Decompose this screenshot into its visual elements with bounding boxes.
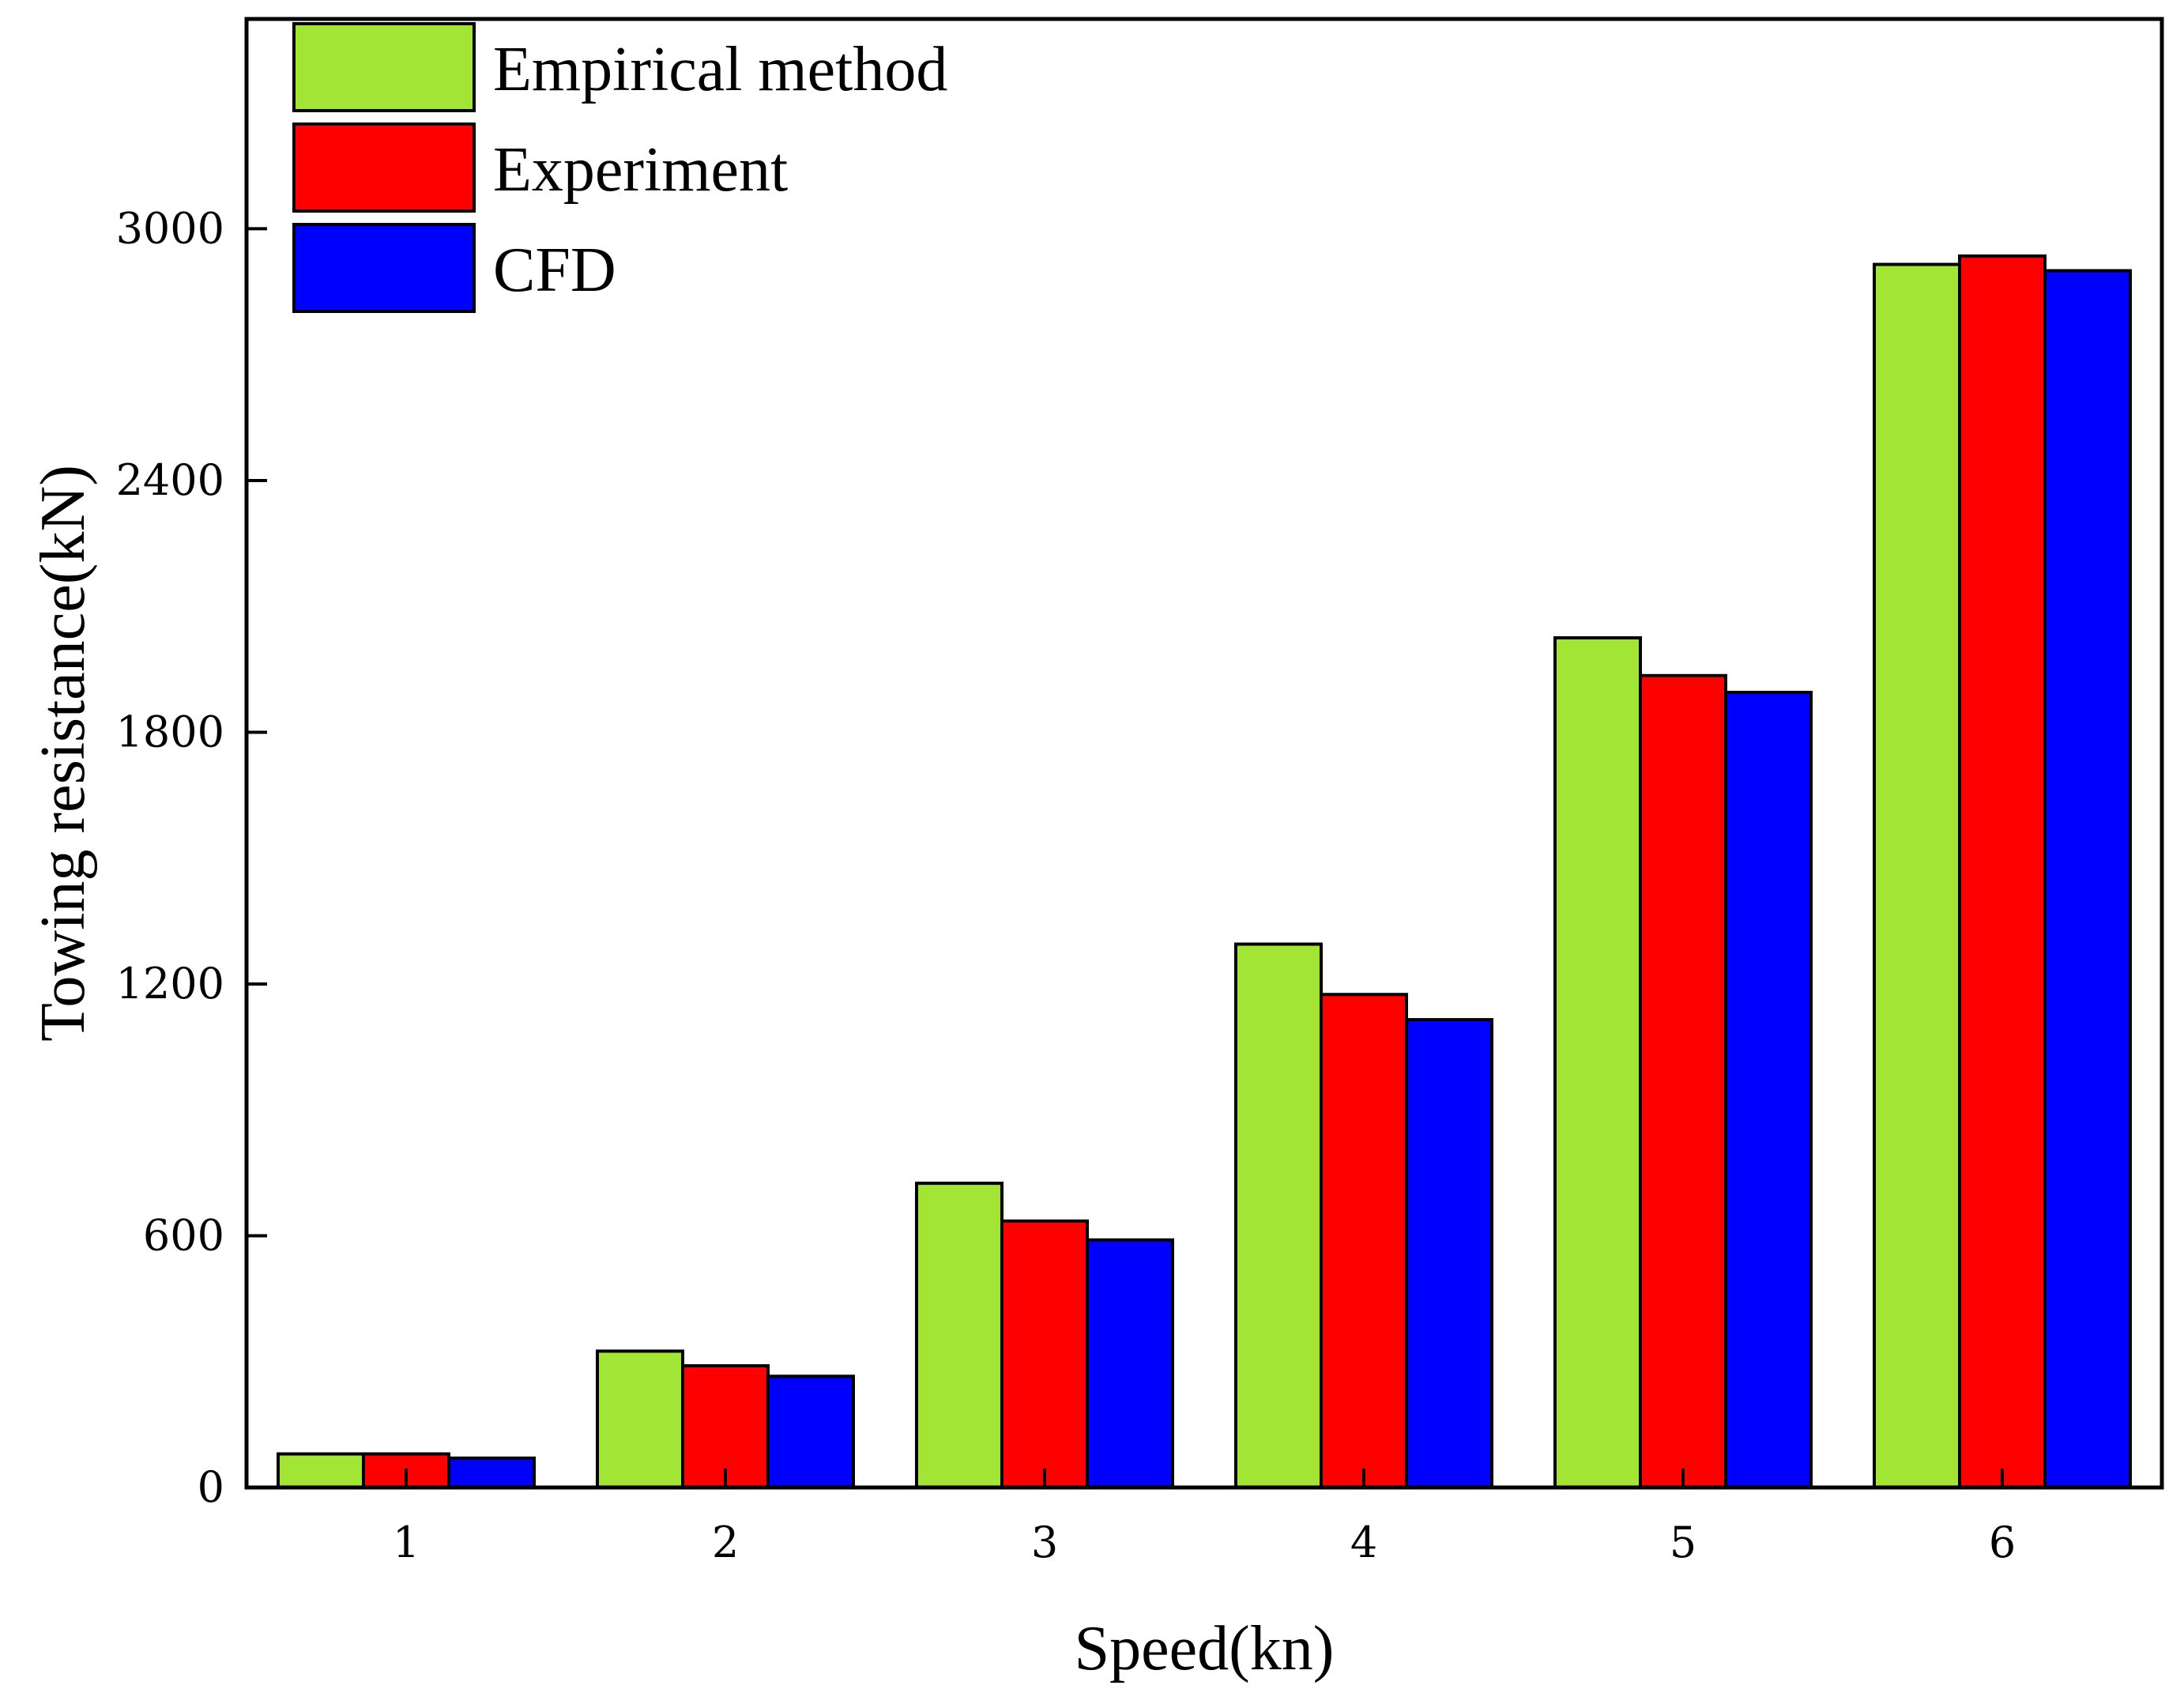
- legend-label-cfd: CFD: [493, 236, 616, 305]
- legend: Empirical method Experiment CFD: [292, 22, 947, 313]
- bar-cfd-5: [1724, 691, 1813, 1489]
- legend-swatch-empirical-method: [292, 22, 476, 112]
- bar-empirical-method-2: [596, 1349, 684, 1489]
- legend-swatch-experiment: [292, 123, 476, 213]
- bar-empirical-method-3: [915, 1182, 1004, 1489]
- ticks-group: 0 600 1200 1800 2400 3000 1 2 3 4 5 6: [116, 203, 2016, 1567]
- legend-label-experiment: Experiment: [493, 135, 788, 205]
- x-tick-label: 2: [712, 1518, 739, 1567]
- bar-cfd-2: [766, 1374, 855, 1490]
- bar-cfd-3: [1086, 1238, 1174, 1490]
- y-axis-title: Towing resistance(kN): [28, 465, 98, 1042]
- x-axis-title: Speed(kn): [1075, 1614, 1335, 1683]
- bar-empirical-method-4: [1234, 942, 1323, 1490]
- bar-empirical-method-5: [1553, 636, 1642, 1489]
- bar-cfd-4: [1405, 1018, 1493, 1489]
- x-tick-label: 4: [1350, 1518, 1377, 1567]
- bar-empirical-method-6: [1873, 262, 1961, 1490]
- bar-cfd-6: [2043, 269, 2132, 1489]
- x-tick-label: 1: [393, 1518, 420, 1567]
- x-tick-label: 3: [1031, 1518, 1058, 1567]
- y-tick-label: 3000: [116, 203, 224, 253]
- legend-label-empirical-method: Empirical method: [493, 35, 947, 104]
- bars-group: [277, 254, 2132, 1490]
- y-tick-label: 600: [143, 1210, 224, 1260]
- x-tick-label: 6: [1989, 1518, 2016, 1567]
- bar-experiment-5: [1639, 673, 1727, 1490]
- y-tick-label: 2400: [116, 455, 224, 505]
- bar-cfd-1: [447, 1456, 536, 1489]
- x-tick-label: 5: [1670, 1518, 1696, 1567]
- plot-frame: [244, 17, 2164, 1490]
- bar-experiment-4: [1320, 993, 1408, 1489]
- legend-swatch-cfd: [292, 223, 476, 313]
- bar-empirical-method-1: [277, 1452, 365, 1489]
- y-tick-label: 1200: [116, 959, 224, 1009]
- y-tick-label: 1800: [116, 707, 224, 756]
- bar-experiment-6: [1958, 254, 2047, 1489]
- bar-experiment-3: [1000, 1219, 1089, 1490]
- y-tick-label: 0: [198, 1462, 224, 1512]
